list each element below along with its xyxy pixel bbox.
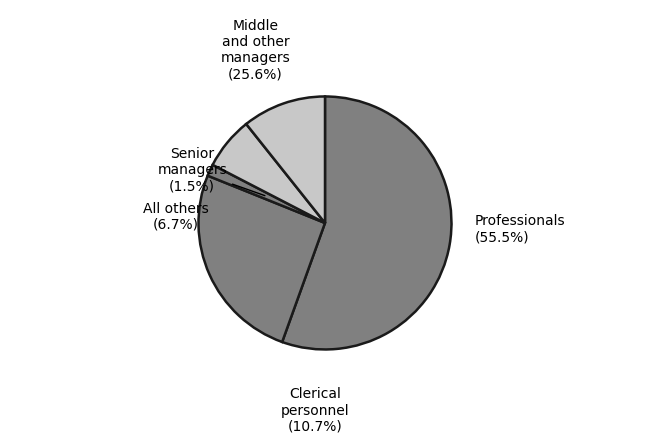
Text: All others
(6.7%): All others (6.7%) [143, 202, 209, 232]
Wedge shape [198, 176, 325, 342]
Text: Clerical
personnel
(10.7%): Clerical personnel (10.7%) [281, 388, 349, 434]
Text: Professionals
(55.5%): Professionals (55.5%) [474, 214, 565, 245]
Wedge shape [213, 124, 325, 223]
Text: Middle
and other
managers
(25.6%): Middle and other managers (25.6%) [220, 19, 291, 81]
Wedge shape [246, 96, 325, 223]
Text: Senior
managers
(1.5%): Senior managers (1.5%) [157, 146, 265, 196]
Wedge shape [208, 165, 325, 223]
Wedge shape [282, 96, 452, 349]
